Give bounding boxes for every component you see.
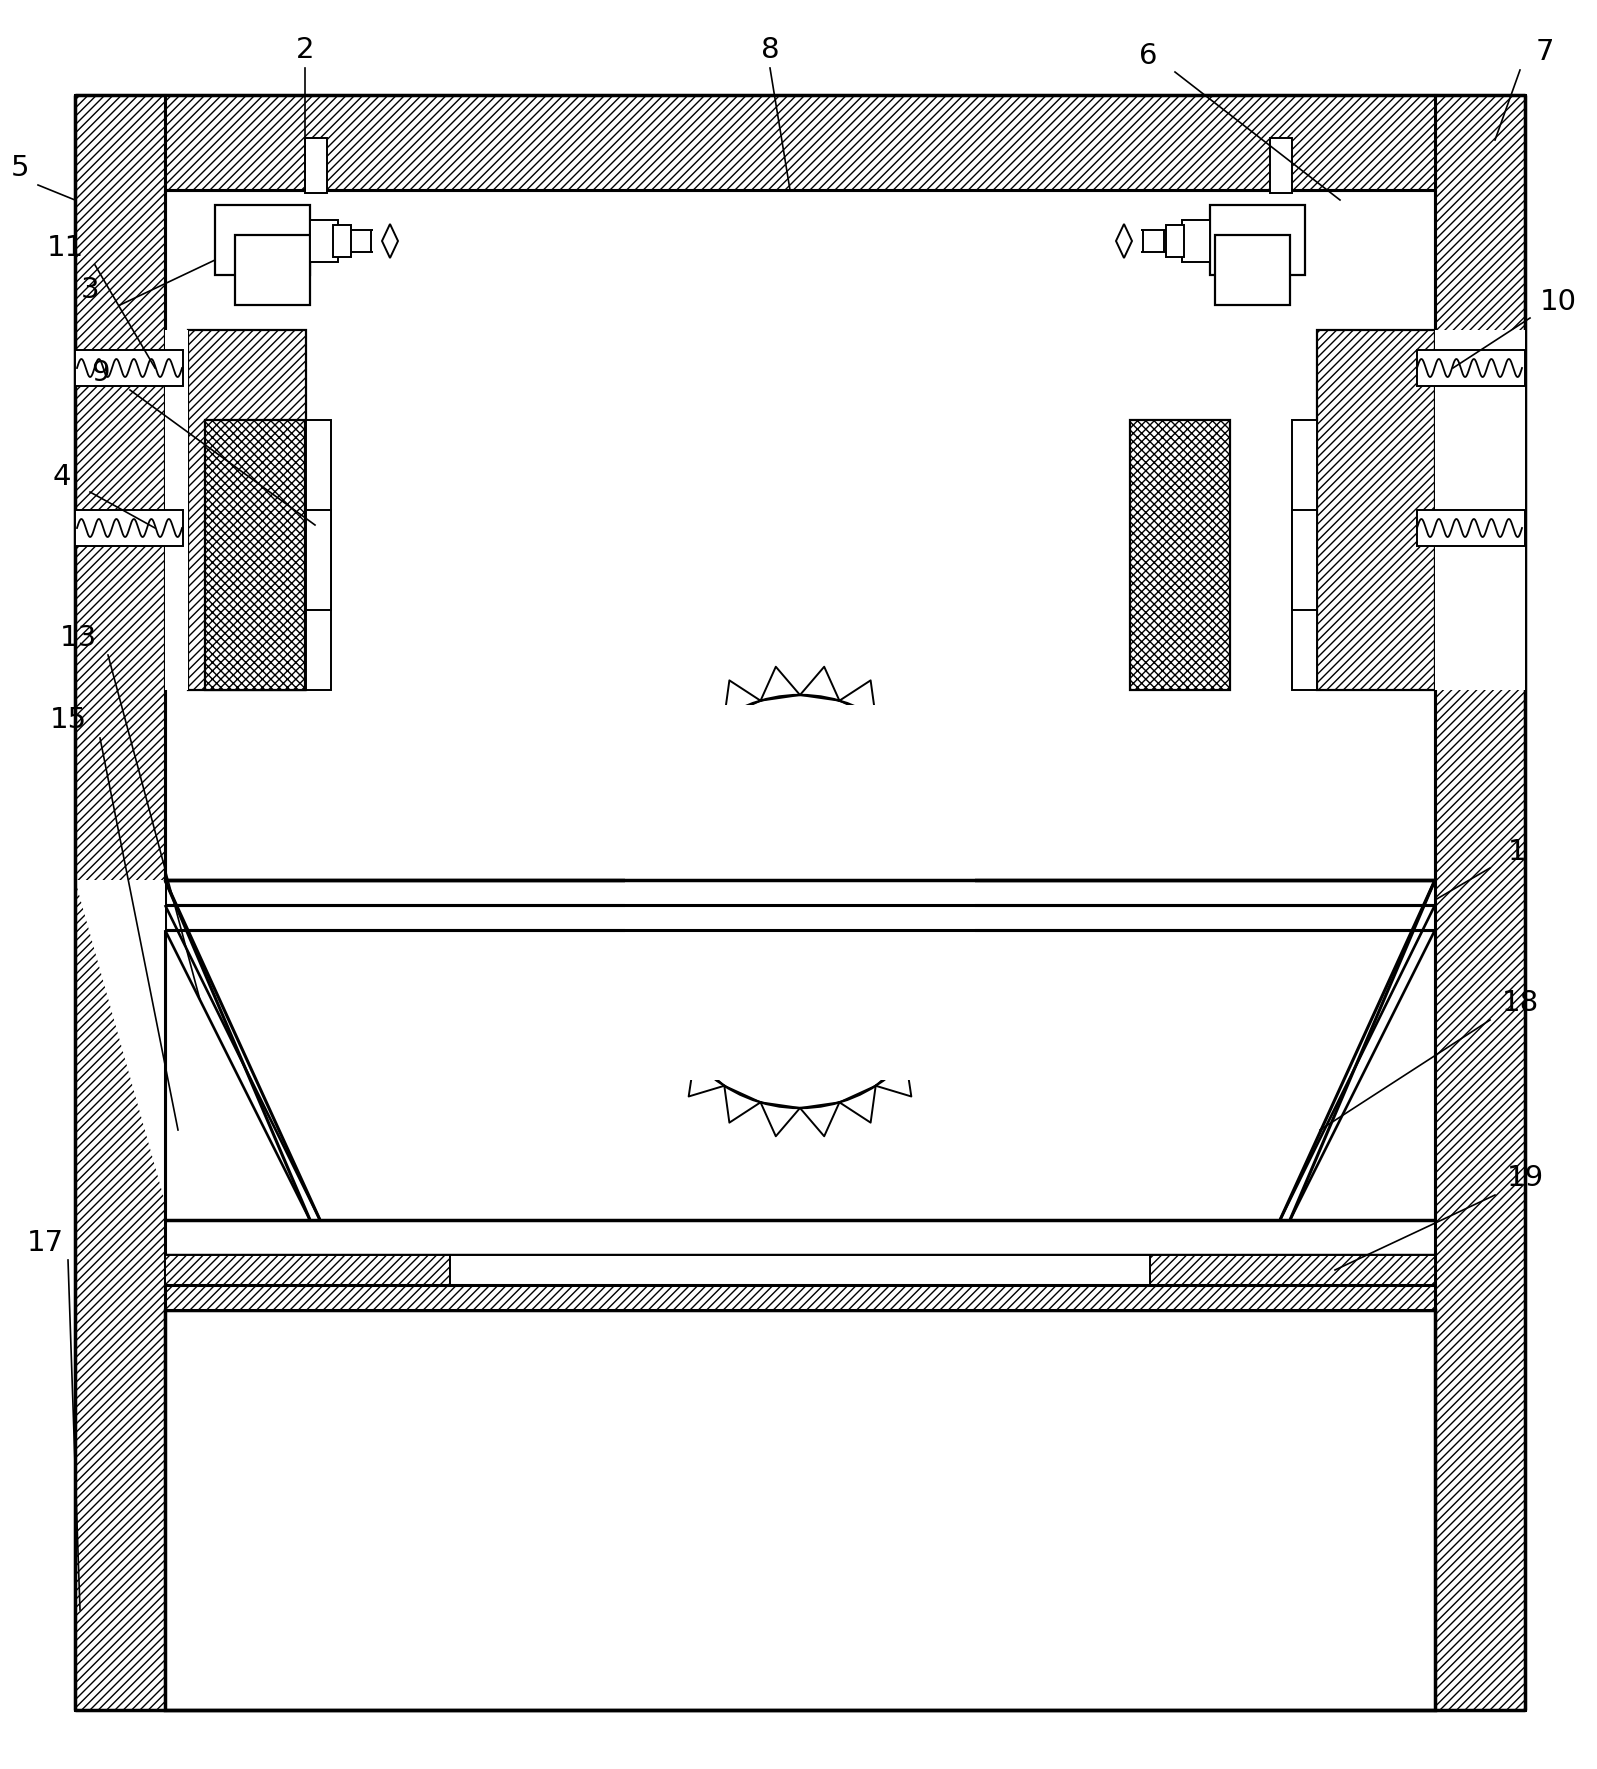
Bar: [307, 419, 331, 690]
Polygon shape: [382, 225, 398, 258]
Bar: [624, 879, 976, 1081]
Text: 1: 1: [1508, 839, 1527, 867]
Text: 11: 11: [46, 234, 83, 262]
Text: 10: 10: [1540, 288, 1576, 317]
Text: 2: 2: [295, 35, 315, 64]
Text: 5: 5: [11, 154, 29, 182]
Bar: [164, 331, 188, 690]
Polygon shape: [75, 879, 169, 1221]
Text: 8: 8: [760, 35, 779, 64]
Text: 3: 3: [81, 276, 99, 304]
Bar: [164, 1284, 1436, 1311]
Bar: [204, 419, 305, 690]
Bar: [624, 706, 976, 930]
Bar: [1292, 419, 1318, 690]
Text: 4: 4: [53, 463, 72, 492]
Bar: [1270, 138, 1292, 193]
Bar: [1436, 96, 1525, 1711]
Bar: [1150, 1254, 1436, 1284]
Bar: [305, 138, 327, 193]
Text: 19: 19: [1506, 1164, 1544, 1192]
Text: 6: 6: [1139, 42, 1158, 71]
Bar: [334, 225, 351, 257]
Bar: [1211, 205, 1305, 274]
Bar: [75, 509, 184, 547]
Text: 15: 15: [50, 706, 86, 734]
Bar: [235, 235, 310, 304]
Bar: [1436, 331, 1525, 690]
Bar: [1417, 350, 1525, 386]
Bar: [188, 331, 307, 690]
Text: 9: 9: [91, 359, 109, 387]
Bar: [1182, 219, 1211, 262]
Bar: [450, 1254, 1150, 1284]
Bar: [216, 205, 310, 274]
Bar: [1215, 235, 1290, 304]
Bar: [164, 1311, 1436, 1711]
Polygon shape: [1116, 225, 1132, 258]
Bar: [1292, 509, 1318, 610]
Bar: [1166, 225, 1183, 257]
Bar: [310, 219, 339, 262]
Text: 18: 18: [1501, 989, 1538, 1017]
Bar: [1417, 509, 1525, 547]
Bar: [75, 96, 164, 1711]
Text: 7: 7: [1536, 37, 1554, 65]
Bar: [164, 1254, 450, 1284]
Bar: [75, 350, 184, 386]
Text: 17: 17: [27, 1229, 64, 1258]
Bar: [164, 96, 1436, 189]
Bar: [1318, 331, 1436, 690]
Bar: [1131, 419, 1230, 690]
Text: 13: 13: [59, 624, 97, 653]
Bar: [307, 509, 331, 610]
